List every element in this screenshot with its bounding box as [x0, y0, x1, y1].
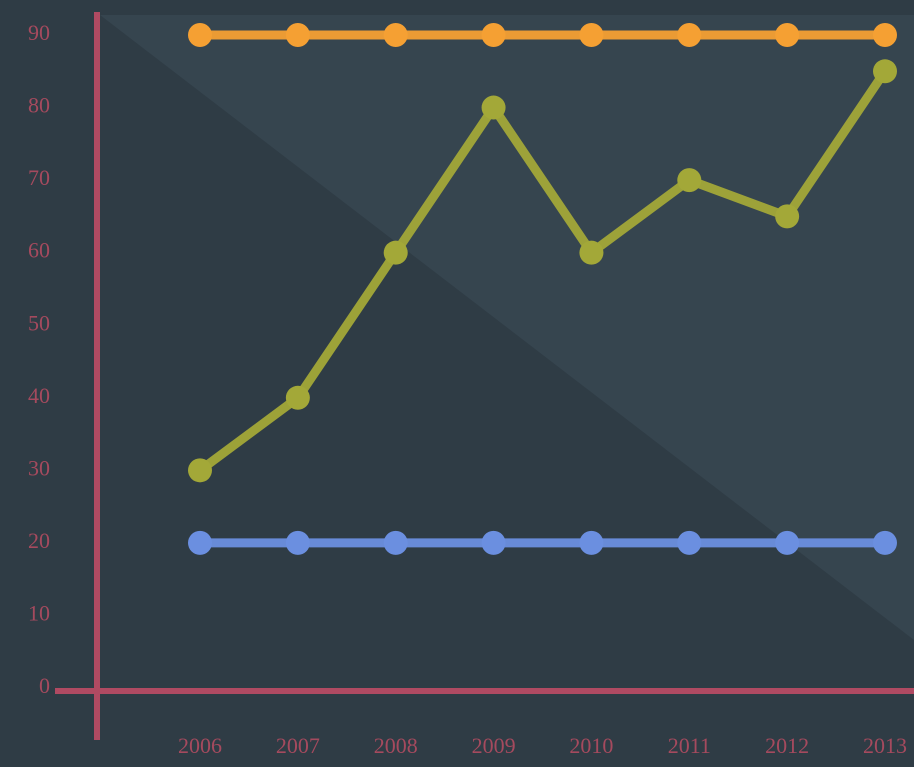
y-tick-label: 40	[28, 383, 50, 408]
x-tick-label: 2012	[765, 733, 809, 758]
data-point	[383, 240, 408, 265]
y-tick-label: 30	[28, 455, 50, 480]
data-point	[873, 530, 897, 555]
x-tick-label: 2007	[276, 733, 320, 758]
data-point	[775, 530, 800, 555]
data-point	[775, 23, 800, 47]
y-tick-label: 0	[39, 673, 50, 698]
data-point	[579, 530, 604, 555]
data-point	[285, 385, 310, 410]
data-point	[775, 204, 800, 229]
x-tick-label: 2010	[569, 733, 613, 758]
data-point	[383, 530, 408, 555]
data-point	[188, 23, 212, 47]
data-point	[188, 458, 212, 483]
data-point	[873, 59, 897, 84]
y-tick-label: 70	[28, 165, 50, 190]
data-point	[677, 530, 702, 555]
data-point	[579, 240, 604, 265]
x-tick-label: 2011	[668, 733, 711, 758]
data-point	[677, 23, 702, 47]
y-tick-label: 60	[28, 238, 50, 263]
y-tick-label: 10	[28, 600, 50, 625]
x-tick-label: 2008	[374, 733, 418, 758]
y-tick-label: 80	[28, 93, 50, 118]
data-point	[579, 23, 604, 47]
data-point	[481, 95, 506, 120]
x-tick-label: 2009	[472, 733, 516, 758]
y-tick-label: 50	[28, 310, 50, 335]
y-tick-label: 90	[28, 20, 50, 45]
y-tick-label: 20	[28, 528, 50, 553]
series-line	[195, 66, 890, 475]
data-point	[285, 23, 310, 47]
x-tick-label: 2013	[863, 733, 907, 758]
data-point	[481, 530, 506, 555]
data-point	[677, 168, 702, 193]
data-point	[481, 23, 506, 47]
data-point	[873, 23, 897, 47]
x-tick-label: 2006	[178, 733, 222, 758]
data-point	[383, 23, 408, 47]
data-point	[285, 530, 310, 555]
data-point	[188, 530, 212, 555]
background-shade	[100, 15, 914, 640]
